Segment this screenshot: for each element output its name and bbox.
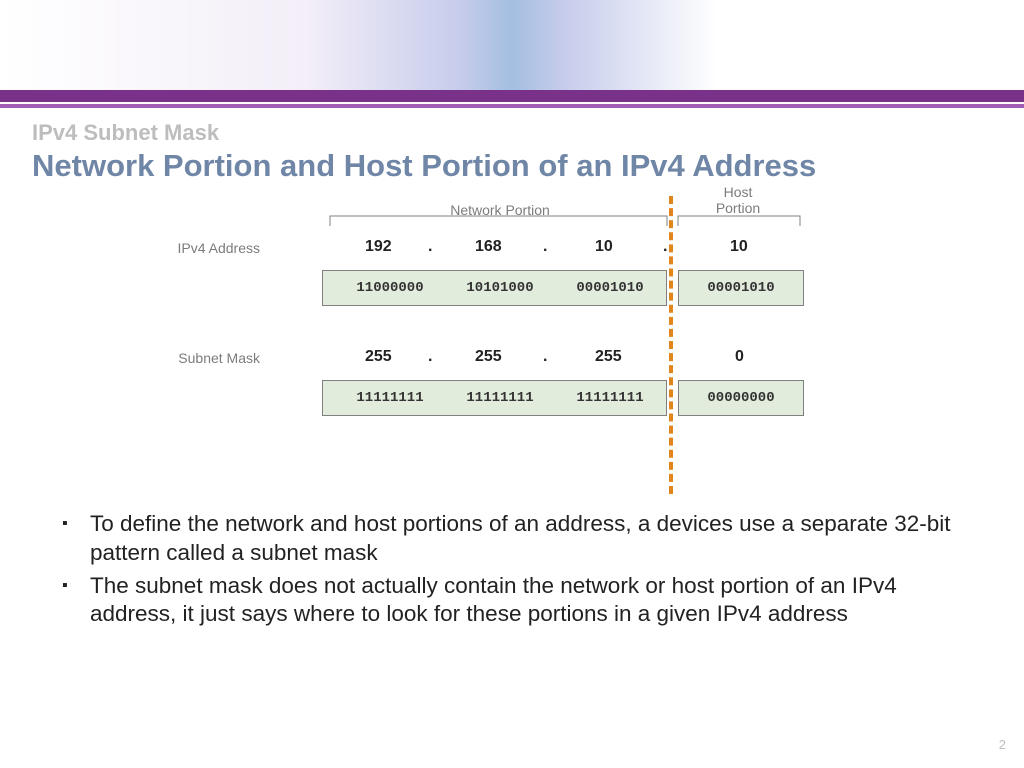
mask-dec-0: 255 [365,348,392,366]
mask-bin-1: 11111111 [450,380,550,416]
slide-eyebrow: IPv4 Subnet Mask [32,120,816,146]
ipv4-bin-0: 11000000 [340,270,440,306]
dot-icon: . [428,348,432,366]
header-text-block: IPv4 Subnet Mask Network Portion and Hos… [32,120,816,184]
ipv4-bin-2: 00001010 [560,270,660,306]
host-portion-label: Host Portion [693,184,783,216]
header-purple-bar-main [0,90,1024,102]
ipv4-dec-1: 168 [475,238,502,256]
dot-icon: . [428,238,432,256]
bullet-list: To define the network and host portions … [62,510,962,633]
bullet-item: To define the network and host portions … [62,510,962,568]
row-label-mask: Subnet Mask [150,350,260,366]
mask-dec-1: 255 [475,348,502,366]
dot-icon: . [663,238,667,256]
header-gradient [0,0,1024,90]
ipv4-bin-1: 10101000 [450,270,550,306]
subnet-diagram: Network Portion Host Portion IPv4 Addres… [275,200,810,490]
header-purple-bar-sub [0,104,1024,108]
mask-bin-2: 11111111 [560,380,660,416]
ipv4-dec-3: 10 [730,238,748,256]
header-band [0,0,1024,108]
ipv4-dec-0: 192 [365,238,392,256]
ipv4-bin-3: 00001010 [688,270,794,306]
slide: { "header": { "eyebrow": "IPv4 Subnet Ma… [0,0,1024,768]
mask-dec-3: 0 [735,348,744,366]
dot-icon: . [543,238,547,256]
mask-bin-0: 11111111 [340,380,440,416]
ipv4-dec-2: 10 [595,238,613,256]
row-label-ipv4: IPv4 Address [150,240,260,256]
dot-icon: . [543,348,547,366]
page-number: 2 [999,737,1006,752]
mask-dec-2: 255 [595,348,622,366]
network-portion-label: Network Portion [405,202,595,218]
mask-bin-3: 00000000 [688,380,794,416]
slide-title: Network Portion and Host Portion of an I… [32,148,816,184]
bullet-item: The subnet mask does not actually contai… [62,572,962,630]
